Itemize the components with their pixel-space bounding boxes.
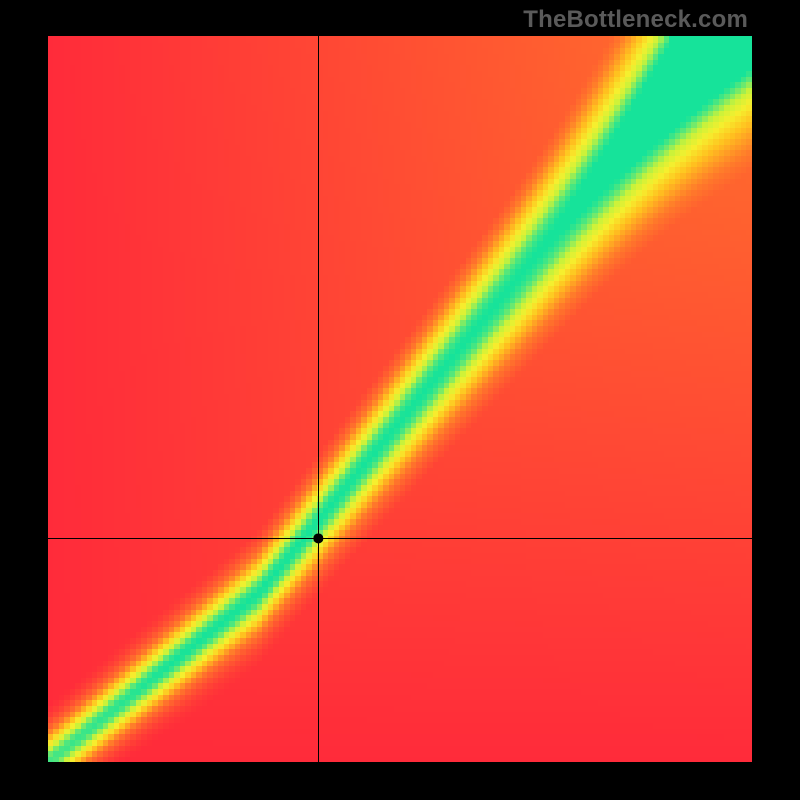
bottleneck-heatmap: [48, 36, 752, 762]
watermark-text: TheBottleneck.com: [523, 6, 748, 34]
